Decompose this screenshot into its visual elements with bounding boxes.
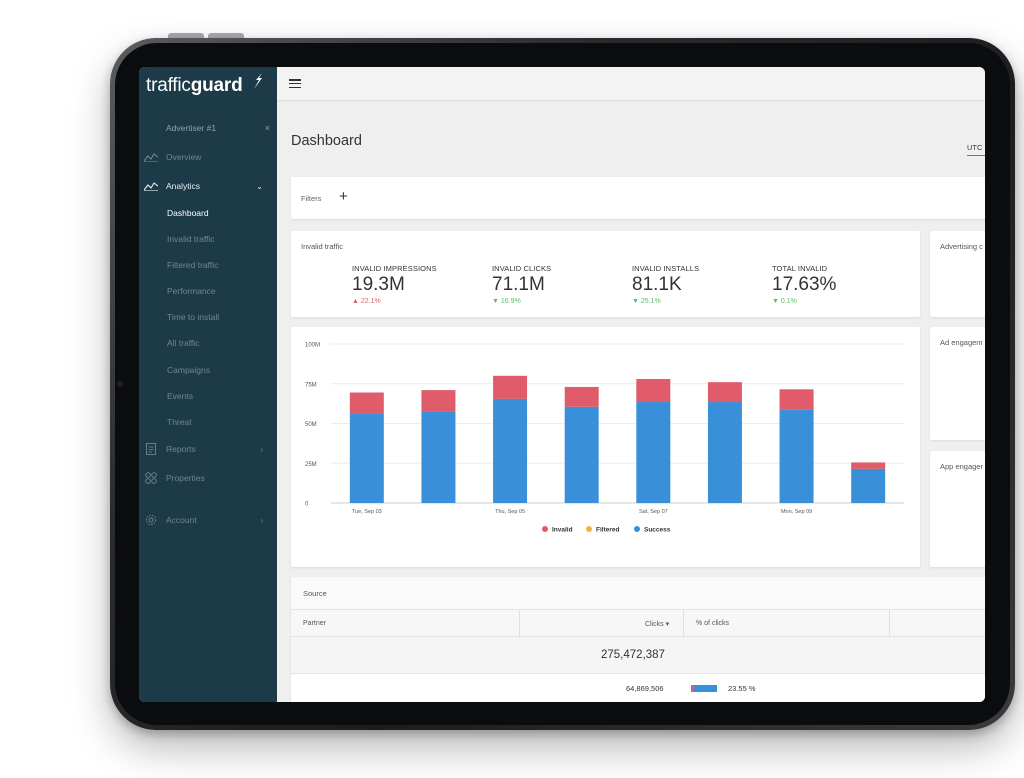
bar-invalid xyxy=(349,392,384,414)
row-pct: 23.55 % xyxy=(728,684,756,693)
sidebar-item-threat[interactable]: Threat xyxy=(167,417,192,427)
legend-label: Invalid xyxy=(552,527,573,534)
sidebar-item-filtered-traffic[interactable]: Filtered traffic xyxy=(167,260,219,270)
table-header: Partner Clicks ▾ % of clicks xyxy=(291,609,985,638)
legend-marker xyxy=(542,526,548,532)
column-partner[interactable]: Partner xyxy=(303,620,326,627)
filters-label: Filters xyxy=(301,194,322,203)
traffic-chart: 0 25M 50M 75M 100M Tue, Sep 03 Thu, Sep 05 Sat,… xyxy=(291,327,920,567)
camera-icon xyxy=(117,381,123,387)
page-title: Dashboard xyxy=(291,133,362,149)
stacked-bar-chart: 0 25M 50M 75M 100M Tue, Sep 03 Thu, Sep 05 Sat,… xyxy=(305,343,904,534)
reports-icon xyxy=(143,443,159,455)
sidebar-item-reports[interactable]: Reports › xyxy=(139,440,277,458)
bar-success xyxy=(493,398,528,503)
chevron-down-icon: ⌄ xyxy=(256,181,263,191)
sidebar-item-dashboard[interactable]: Dashboard xyxy=(167,208,209,218)
total-clicks: 275,472,387 xyxy=(601,649,665,661)
card-title: Invalid traffic xyxy=(301,242,343,251)
bar-invalid xyxy=(493,375,528,399)
tablet-button xyxy=(168,33,204,39)
sidebar-item-analytics[interactable]: Analytics ⌄ xyxy=(139,177,277,195)
table-total-row: 275,472,387 xyxy=(291,637,985,674)
bar-invalid xyxy=(851,462,886,469)
y-tick-label: 50M xyxy=(305,422,317,428)
bar-invalid xyxy=(421,390,456,412)
x-tick-label: Tue, Sep 03 xyxy=(352,509,382,515)
account-selector[interactable]: Advertiser #1 × xyxy=(166,123,270,137)
filters-bar: Filters + xyxy=(291,177,985,219)
pct-bar xyxy=(691,685,717,692)
x-tick-label: Sat, Sep 07 xyxy=(639,509,668,515)
source-table: Source Partner Clicks ▾ % of clicks 275,… xyxy=(291,577,985,702)
bar-success xyxy=(779,409,814,503)
row-clicks: 64,869,506 xyxy=(626,684,664,693)
y-tick-label: 75M xyxy=(305,382,317,388)
legend-marker xyxy=(634,526,640,532)
legend-label: Filtered xyxy=(596,527,620,534)
sidebar-item-performance[interactable]: Performance xyxy=(167,286,216,296)
sidebar-item-overview[interactable]: Overview xyxy=(139,148,277,166)
sidebar-item-all-traffic[interactable]: All traffic xyxy=(167,338,200,348)
bar-invalid xyxy=(564,386,599,407)
arrow-up-icon: ▲ xyxy=(352,298,359,305)
sidebar-item-campaigns[interactable]: Campaigns xyxy=(167,365,210,375)
sidebar-item-account[interactable]: Account › xyxy=(139,511,277,529)
bar-success xyxy=(564,406,599,503)
kpi-total-invalid: TOTAL INVALID 17.63% ▼ 0.1% xyxy=(772,264,837,305)
bar-invalid xyxy=(779,389,814,410)
column-pct-clicks[interactable]: % of clicks xyxy=(696,620,730,627)
kpi-invalid-clicks: INVALID CLICKS 71.1M ▼ 16.9% xyxy=(492,264,552,305)
account-label: Advertiser #1 xyxy=(166,123,217,133)
bar-success xyxy=(636,402,671,503)
menu-icon[interactable] xyxy=(289,79,301,89)
feather-icon xyxy=(254,73,262,89)
arrow-down-icon: ▼ xyxy=(772,298,779,305)
source-title: Source xyxy=(303,589,327,598)
kpi-invalid-installs: INVALID INSTALLS 81.1K ▼ 25.1% xyxy=(632,264,700,305)
add-filter-button[interactable]: + xyxy=(339,188,348,205)
x-tick-label: Thu, Sep 05 xyxy=(495,509,525,515)
y-tick-label: 100M xyxy=(305,343,320,349)
top-bar xyxy=(277,67,985,101)
legend-label: Success xyxy=(644,527,671,534)
sidebar-item-events[interactable]: Events xyxy=(167,391,193,401)
gear-icon xyxy=(143,514,159,526)
x-tick-label: Mon, Sep 09 xyxy=(781,509,812,515)
arrow-down-icon: ▼ xyxy=(492,298,499,305)
main-content: Dashboard UTC Filters + Invalid traffic … xyxy=(277,101,985,702)
sidebar-item-time-to-install[interactable]: Time to install xyxy=(167,312,220,322)
bar-invalid xyxy=(707,382,742,403)
app-engagement-card: App engager xyxy=(930,451,985,567)
bar-success xyxy=(707,402,742,503)
column-clicks[interactable]: Clicks ▾ xyxy=(645,621,670,628)
tablet-button xyxy=(208,33,244,39)
y-tick-label: 25M xyxy=(305,462,317,468)
advertising-card: Advertising c xyxy=(930,231,985,317)
bar-success xyxy=(851,468,886,503)
bar-success xyxy=(349,413,384,503)
properties-icon xyxy=(143,472,159,484)
invalid-traffic-card: Invalid traffic INVALID IMPRESSIONS 19.3… xyxy=(291,231,920,317)
table-row[interactable]: 64,869,506 23.55 % xyxy=(291,674,985,702)
trend-icon xyxy=(143,151,159,163)
chevron-right-icon: › xyxy=(260,444,263,454)
app-screen: trafficguard Advertiser #1 × Overview An… xyxy=(139,67,985,702)
sidebar: trafficguard Advertiser #1 × Overview An… xyxy=(139,67,277,702)
chevron-right-icon: › xyxy=(260,515,263,525)
brand-logo[interactable]: trafficguard xyxy=(146,75,243,96)
timezone-select[interactable]: UTC xyxy=(967,143,985,156)
sidebar-item-invalid-traffic[interactable]: Invalid traffic xyxy=(167,234,215,244)
close-icon[interactable]: × xyxy=(264,123,270,133)
y-tick-label: 0 xyxy=(305,502,309,508)
ad-engagement-card: Ad engagem xyxy=(930,327,985,440)
kpi-invalid-impressions: INVALID IMPRESSIONS 19.3M ▲ 22.1% xyxy=(352,264,437,305)
sidebar-item-properties[interactable]: Properties xyxy=(139,469,277,487)
trend-icon xyxy=(143,180,159,192)
bar-invalid xyxy=(636,378,671,403)
arrow-down-icon: ▼ xyxy=(632,298,639,305)
bar-success xyxy=(421,411,456,503)
legend-marker xyxy=(586,526,592,532)
